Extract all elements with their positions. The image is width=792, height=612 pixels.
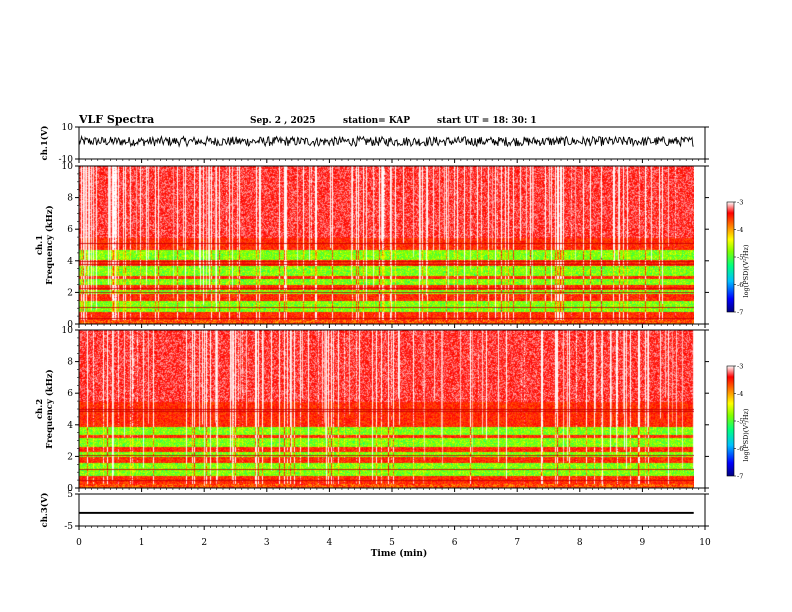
ch2-spectrogram-ytick-label: 8 (67, 358, 73, 368)
x-tick-label: 5 (389, 538, 395, 548)
ch2-spectrogram-ytick-label: 6 (67, 389, 73, 399)
colorbars: -3 -4 -5 -6 -7 log(PSD)(V²/Hz) -3 -4 -5 -6 -7 log(P… (726, 199, 750, 481)
start-ut-label: start UT = 18: 30: 1 (437, 116, 537, 126)
ch3-waveform-ylabel: ch.3(V) (39, 493, 50, 528)
ch3-waveform-ytick-label: 5 (67, 490, 73, 500)
date-label: Sep. 2 , 2025 (250, 116, 316, 126)
ch1-spectrogram-colorbar-tick-label: -3 (737, 199, 743, 207)
x-tick-label: 0 (76, 538, 82, 548)
x-tick-label: 1 (139, 538, 145, 548)
ch1-spectrogram-ytick-label: 2 (67, 288, 73, 298)
ch2-spectrogram-panel: 0 2 4 6 8 10 ch.2 Frequency (kHz) (35, 326, 709, 494)
x-axis-label: Time (min) (371, 548, 428, 559)
ch1-spectrogram-colorbar-tick-label: -6 (737, 281, 743, 289)
ch1-spectrogram-image (79, 166, 694, 324)
ch2-spectrogram-ytick-label: 10 (62, 326, 74, 336)
ch1-waveform-ytick-label: -10 (59, 155, 74, 165)
ch1-spectrogram-colorbar (726, 201, 735, 313)
x-tick-label: 9 (640, 538, 646, 548)
ch1-spectrogram-colorbar-tick-label: -5 (737, 254, 743, 262)
x-tick-label: 8 (577, 538, 583, 548)
x-tick-label: 4 (327, 538, 333, 548)
ch2-spectrogram-colorbar (726, 365, 735, 477)
ch1-spectrogram-ylabel: Frequency (kHz) (44, 205, 55, 284)
ch2-spectrogram-colorbar-tick-label: -4 (737, 390, 743, 398)
ch3-trace (79, 511, 694, 514)
ch1-spectrogram-ytick-label: 10 (62, 162, 74, 172)
ch1-spectrogram-colorbar-tick-label: -4 (737, 226, 743, 234)
ch2-spectrogram-colorbar-label: log(PSD)(V²/Hz) (742, 408, 750, 461)
ch1-spectrogram-ytick-label: 6 (67, 225, 73, 235)
x-tick-label: 2 (201, 538, 207, 548)
ch1-spectrogram-colorbar-tick-label: -7 (737, 309, 743, 317)
ch2-spectrogram-ytick-label: 2 (67, 452, 73, 462)
ch1-trace (78, 134, 694, 148)
ch2-spectrogram-ytick-label: 0 (67, 484, 73, 494)
ch1-spectrogram-ylabel: ch.1 (35, 235, 45, 255)
ch2-spectrogram-ylabel: Frequency (kHz) (44, 369, 55, 448)
ch1-spectrogram-panel: 0 2 4 6 8 10 ch.1 Frequency (kHz) (35, 162, 709, 330)
x-tick-label: 10 (699, 538, 711, 548)
ch2-spectrogram-colorbar-tick-label: -6 (737, 445, 743, 453)
ch1-spectrogram-ytick-label: 4 (67, 257, 73, 267)
ch2-spectrogram-colorbar-tick-label: -5 (737, 418, 743, 426)
ch1-spectrogram-ytick-label: 0 (67, 320, 73, 330)
time-axis: Time (min) 0 1 2 3 4 5 6 7 8 9 10 (76, 538, 711, 559)
ch1-waveform-panel: 10 -10 ch.1(V) (39, 123, 709, 165)
ch2-spectrogram-image (79, 330, 694, 488)
ch1-spectrogram-colorbar-label: log(PSD)(V²/Hz) (742, 244, 750, 297)
ch2-spectrogram-colorbar-tick-label: -3 (737, 363, 743, 371)
ch2-spectrogram-ylabel: ch.2 (35, 399, 45, 419)
ch3-waveform-frame (78, 493, 706, 527)
ch1-waveform-ytick-label: 10 (62, 123, 74, 133)
ch3-waveform-panel: 5 -5 ch.3(V) (39, 490, 709, 532)
figure-title: VLF Spectra (78, 113, 154, 126)
ch3-waveform-ytick-label: -5 (64, 522, 73, 532)
ch2-spectrogram-colorbar-tick-label: -7 (737, 473, 743, 481)
x-tick-label: 3 (264, 538, 270, 548)
x-tick-label: 6 (452, 538, 458, 548)
ch2-spectrogram-ytick-label: 4 (67, 421, 73, 431)
ch1-waveform-ylabel: ch.1(V) (39, 126, 50, 161)
ch1-spectrogram-ytick-label: 8 (67, 194, 73, 204)
station-label: station= KAP (343, 116, 410, 126)
x-tick-label: 7 (514, 538, 520, 548)
